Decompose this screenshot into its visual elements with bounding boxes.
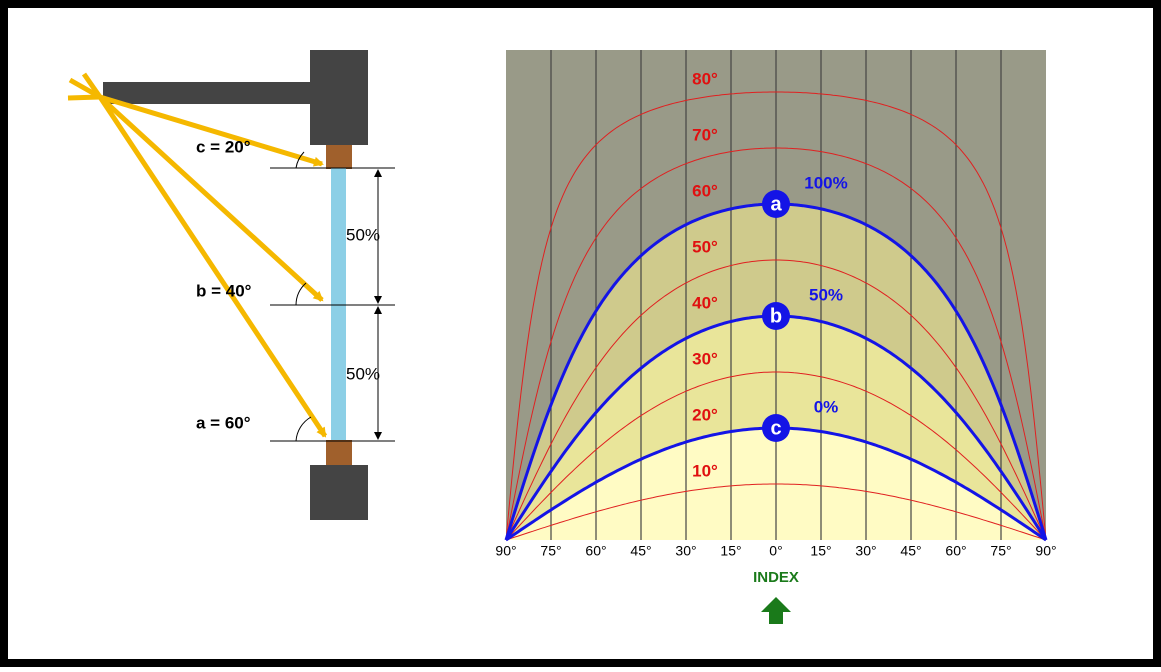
- altitude-curve: [505, 147, 1047, 541]
- ray-label: b = 40°: [196, 281, 252, 300]
- marker-letter: c: [770, 417, 781, 439]
- index-arrow: [761, 597, 791, 624]
- axis-label: 30°: [675, 543, 696, 559]
- altitude-label: 80°: [692, 69, 718, 88]
- marker-circle: [762, 414, 790, 442]
- marker-circle: [762, 302, 790, 330]
- marker-percent: 0%: [814, 397, 839, 416]
- protractor-chart: 90° 75° 60° 45° 30° 15° 0° 15° 30° 45° 60° 75° 90° 10…: [495, 50, 1057, 624]
- axis-label: 45°: [630, 543, 651, 559]
- axis-label: 60°: [945, 543, 966, 559]
- axis-label: 0°: [769, 543, 782, 559]
- marker-circle: [762, 190, 790, 218]
- span-label: 50%: [346, 225, 380, 244]
- axis-label: 75°: [540, 543, 561, 559]
- axis-label: 30°: [855, 543, 876, 559]
- altitude-label: 20°: [692, 405, 718, 424]
- axis-label: 60°: [585, 543, 606, 559]
- axis-label: 15°: [720, 543, 741, 559]
- axis-label: 90°: [1035, 543, 1056, 559]
- altitude-label: 40°: [692, 293, 718, 312]
- ray-label: c = 20°: [196, 137, 251, 156]
- axis-label: 45°: [900, 543, 921, 559]
- altitude-curve: [505, 259, 1047, 541]
- ray-label: a = 60°: [196, 413, 251, 432]
- axis-label: 75°: [990, 543, 1011, 559]
- axis-label: 90°: [495, 543, 516, 559]
- altitude-curve: [505, 483, 1047, 541]
- window-section: c = 20° b = 40° a = 60° 50% 50%: [67, 50, 395, 520]
- altitude-label: 10°: [692, 461, 718, 480]
- altitude-curve: [505, 371, 1047, 541]
- marker-percent: 100%: [804, 173, 847, 192]
- marker-percent: 50%: [809, 285, 843, 304]
- altitude-curve: [505, 91, 1047, 541]
- marker-letter: b: [770, 305, 782, 327]
- index-label: INDEX: [753, 569, 799, 586]
- altitude-label: 60°: [692, 181, 718, 200]
- axis-label: 15°: [810, 543, 831, 559]
- altitude-label: 30°: [692, 349, 718, 368]
- altitude-label: 70°: [692, 125, 718, 144]
- altitude-label: 50°: [692, 237, 718, 256]
- marker-letter: a: [770, 193, 782, 215]
- span-label: 50%: [346, 364, 380, 383]
